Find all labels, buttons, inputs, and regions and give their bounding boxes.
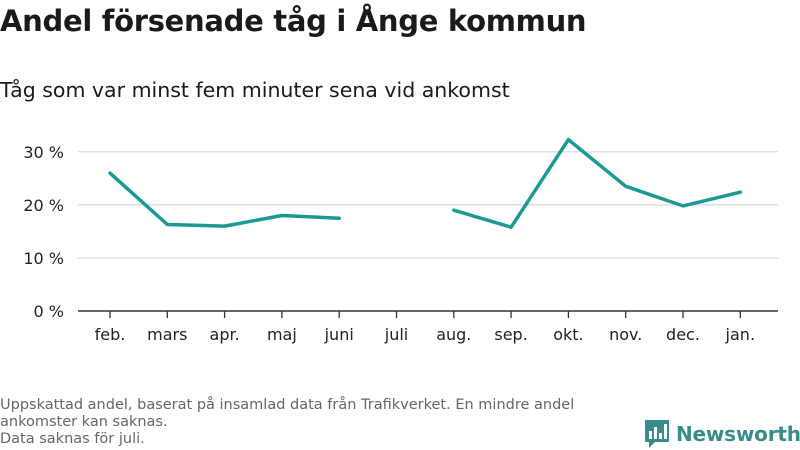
grid-lines [78,151,778,259]
bar-chart-logo-icon [645,420,669,448]
y-tick-label: 0 % [34,302,64,321]
brand-name: Newsworthy [676,422,800,446]
x-axis-ticks: feb. mars apr. maj juni juli aug. sep. okt. nov. d… [95,311,755,344]
x-tick-label: jan. [725,325,755,344]
y-tick-label: 10 % [23,249,64,268]
chart-title: Andel försenade tåg i Ånge kommun [0,4,587,38]
chart-subtitle: Tåg som var minst fem minuter sena vid a… [0,78,510,102]
series-line [108,171,341,228]
x-tick-label: maj [267,325,297,344]
x-tick-label: mars [147,325,187,344]
series-lines [108,137,743,229]
footnote-missing-data: Data saknas för juli. [0,431,145,447]
x-tick-label: okt. [553,325,583,344]
series-line [452,137,743,229]
x-tick-label: apr. [210,325,240,344]
x-tick-label: nov. [609,325,642,344]
brand-logo: Newsworthy [644,419,800,449]
footnote-source: Uppskattad andel, baserat på insamlad da… [0,397,575,430]
x-tick-label: juli [384,325,408,344]
y-tick-label: 30 % [23,143,64,162]
y-axis-ticks: 0 % 10 % 20 % 30 % [23,143,64,321]
x-tick-label: sep. [494,325,527,344]
x-tick-label: juni [324,325,354,344]
footnote: Uppskattad andel, baserat på insamlad da… [0,397,630,448]
line-chart: 0 % 10 % 20 % 30 % feb. mars apr. maj juni juli a… [23,137,778,344]
x-tick-label: dec. [666,325,700,344]
y-tick-label: 20 % [23,196,64,215]
x-tick-label: feb. [95,325,126,344]
x-tick-label: aug. [436,325,471,344]
